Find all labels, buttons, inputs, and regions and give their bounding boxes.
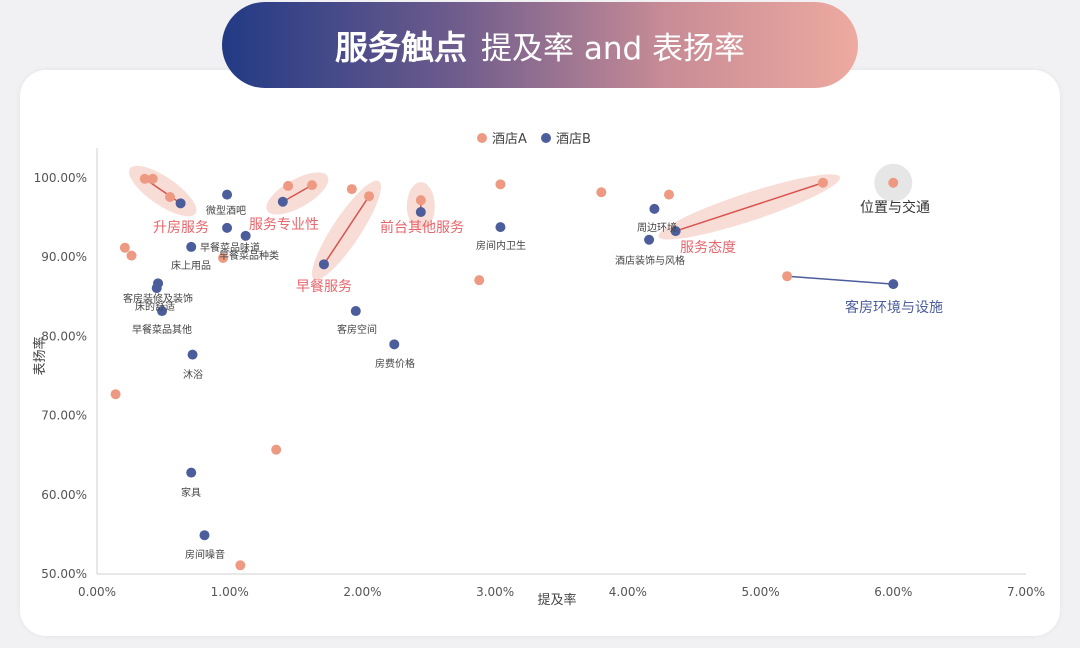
y-tick-label: 100.00% (34, 171, 87, 185)
y-tick-label: 70.00% (41, 409, 87, 423)
y-tick-label: 80.00% (41, 329, 87, 343)
legend-marker-a (477, 133, 487, 143)
point-hotel-b (389, 339, 400, 350)
point-label: 房费价格 (375, 357, 415, 370)
legend-label-a: 酒店A (492, 132, 527, 147)
group-label: 服务专业性 (249, 217, 319, 233)
point-hotel-a (817, 177, 828, 188)
x-tick-label: 0.00% (78, 585, 116, 599)
legend-label-b: 酒店B (556, 132, 591, 147)
group-label: 早餐服务 (296, 279, 352, 295)
title-main: 服务触点 (334, 28, 467, 67)
group-label: 前台其他服务 (380, 219, 464, 236)
point-hotel-b (175, 198, 186, 209)
point-hotel-a (110, 389, 121, 400)
point-hotel-b (187, 349, 198, 360)
title-banner: 服务触点 提及率 and 表扬率 (222, 2, 858, 88)
point-hotel-b (644, 234, 655, 245)
point-hotel-a (415, 195, 426, 206)
point-label: 客房空间 (337, 323, 377, 336)
group-label: 位置与交通 (860, 199, 930, 216)
point-hotel-b (222, 189, 233, 200)
point-label: 房间噪音 (185, 548, 225, 561)
point-hotel-a (218, 252, 229, 263)
y-tick-label: 60.00% (41, 488, 87, 502)
point-label: 周边环境 (637, 221, 677, 234)
x-tick-label: 5.00% (742, 585, 780, 599)
x-tick-label: 7.00% (1007, 585, 1045, 599)
point-hotel-b (495, 222, 506, 233)
point-hotel-b (649, 203, 660, 214)
point-hotel-a (663, 189, 674, 200)
point-label: 酒店装饰与风格 (615, 254, 685, 267)
point-hotel-a (126, 250, 137, 261)
point-hotel-a (139, 173, 150, 184)
title-sub: 提及率 and 表扬率 (480, 30, 746, 67)
point-hotel-b (415, 207, 426, 218)
point-hotel-a (283, 180, 294, 191)
point-hotel-b (186, 467, 197, 478)
point-label: 微型酒吧 (206, 204, 246, 217)
point-label: 房间内卫生 (476, 239, 526, 252)
group-label: 服务态度 (680, 240, 736, 256)
point-hotel-b (222, 222, 233, 233)
point-hotel-b (240, 230, 251, 241)
group-connector (282, 184, 313, 203)
point-hotel-a (147, 173, 158, 184)
group-label: 升房服务 (153, 220, 209, 236)
point-label: 早餐菜品种类 (219, 249, 279, 262)
x-axis-label: 提及率 (537, 592, 576, 608)
point-hotel-a (235, 560, 246, 571)
legend-marker-b (541, 133, 551, 143)
point-hotel-a (474, 275, 485, 286)
y-tick-label: 50.00% (41, 567, 87, 581)
y-tick-label: 90.00% (41, 250, 87, 264)
point-hotel-b (670, 226, 681, 237)
point-hotel-a (164, 192, 175, 203)
point-label: 床的舒适 (135, 300, 175, 313)
point-hotel-a (495, 179, 506, 190)
point-label: 床上用品 (171, 259, 211, 272)
point-hotel-b (151, 283, 162, 294)
x-tick-label: 2.00% (343, 585, 381, 599)
legend: 酒店A 酒店B (477, 132, 591, 147)
x-tick-label: 6.00% (874, 585, 912, 599)
x-tick-label: 3.00% (476, 585, 514, 599)
x-tick-label: 1.00% (211, 585, 249, 599)
y-axis-label: 表扬率 (32, 336, 48, 375)
group-connector (323, 195, 370, 265)
point-hotel-b (888, 279, 899, 290)
point-hotel-b (277, 196, 288, 207)
point-label: 早餐菜品味道 (200, 241, 260, 254)
group-label: 客房环境与设施 (845, 299, 943, 316)
point-label: 客房装修及装饰 (123, 292, 193, 305)
point-hotel-a (782, 271, 793, 282)
point-hotel-a (364, 191, 375, 202)
point-label: 沐浴 (183, 368, 203, 381)
group-connector (787, 275, 894, 285)
point-hotel-a (306, 180, 317, 191)
point-hotel-b (350, 306, 361, 317)
point-hotel-a (346, 184, 357, 195)
point-hotel-b (318, 259, 329, 270)
point-hotel-b (186, 241, 197, 252)
point-label: 早餐菜品其他 (132, 323, 192, 336)
point-hotel-b (199, 530, 210, 541)
point-hotel-b (157, 306, 168, 317)
point-hotel-a (888, 177, 899, 188)
group-connector (675, 182, 824, 232)
point-hotel-a (271, 444, 282, 455)
point-hotel-a (119, 242, 130, 253)
x-tick-label: 4.00% (609, 585, 647, 599)
point-hotel-a (596, 187, 607, 198)
point-label: 家具 (181, 486, 201, 499)
